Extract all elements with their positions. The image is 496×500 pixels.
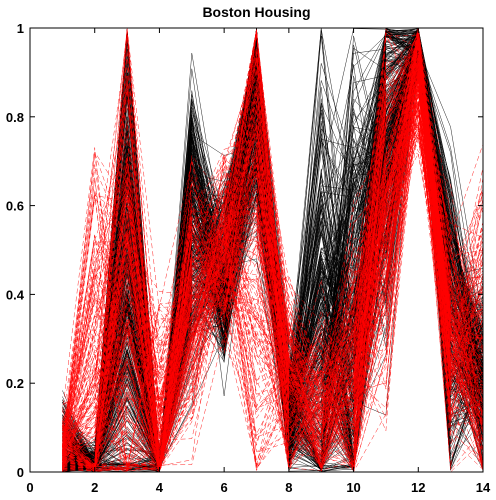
data-line-dashed — [62, 28, 484, 464]
chart-title: Boston Housing — [202, 4, 310, 20]
data-line-dashed — [62, 66, 484, 469]
data-line-dashed — [62, 70, 484, 472]
x-tick-label: 14 — [476, 480, 491, 495]
data-line-dashed — [62, 58, 484, 467]
data-line-dashed — [62, 43, 484, 472]
data-line-dashed — [62, 29, 484, 466]
data-line-dashed — [62, 88, 484, 471]
data-line-dashed — [62, 124, 484, 471]
data-line-dashed — [62, 92, 484, 469]
data-line-dashed — [62, 74, 484, 470]
data-line-dashed — [62, 69, 484, 468]
y-tick-label: 0 — [17, 465, 24, 480]
data-line-dashed — [62, 41, 484, 470]
data-line-dashed — [62, 103, 484, 472]
data-line-dashed — [62, 62, 484, 470]
data-line-dashed — [62, 76, 484, 467]
data-line-dashed — [62, 34, 484, 472]
data-line-dashed — [62, 62, 484, 465]
data-line-dashed — [62, 28, 484, 465]
data-line-dashed — [62, 87, 484, 435]
data-line-dashed — [62, 88, 484, 472]
data-line-dashed — [62, 27, 484, 472]
data-line-dashed — [62, 34, 484, 472]
data-line-dashed — [62, 33, 484, 472]
data-line-dashed — [62, 46, 484, 469]
data-line-dashed — [62, 102, 484, 466]
y-axis-ticks: 0 0.2 0.4 0.6 0.8 1 — [6, 21, 483, 480]
data-line-dashed — [62, 70, 484, 472]
x-tick-label: 6 — [221, 480, 228, 495]
y-tick-label: 0.2 — [6, 376, 24, 391]
data-line-dashed — [62, 68, 484, 462]
data-line-dashed — [62, 32, 484, 473]
data-line-dashed — [62, 70, 484, 471]
data-line-dashed — [62, 29, 484, 446]
y-tick-label: 1 — [17, 21, 24, 36]
data-line-dashed — [62, 71, 484, 470]
data-line-dashed — [62, 126, 484, 472]
x-tick-label: 0 — [26, 480, 33, 495]
axes-box — [29, 27, 484, 473]
data-line-dashed — [62, 58, 484, 471]
data-line-dashed — [62, 78, 484, 472]
data-line-dashed — [62, 38, 484, 470]
data-line-dashed — [62, 57, 484, 472]
x-tick-label: 4 — [156, 480, 164, 495]
data-line-dashed — [62, 45, 484, 471]
y-tick-label: 0.4 — [6, 287, 25, 302]
data-line-dashed — [62, 78, 484, 466]
data-line-dashed — [62, 34, 484, 467]
data-line-dashed — [62, 35, 484, 472]
data-line-dashed — [62, 31, 484, 472]
data-line-dashed — [62, 42, 484, 472]
data-line-dashed — [62, 112, 484, 469]
data-line-dashed — [62, 133, 484, 469]
x-tick-label: 2 — [91, 480, 98, 495]
x-axis-ticks: 0 2 4 6 8 10 12 14 — [26, 28, 491, 495]
x-tick-label: 8 — [285, 480, 292, 495]
data-line-dashed — [62, 122, 484, 473]
data-line-dashed — [62, 32, 484, 472]
data-line-dashed — [62, 76, 484, 470]
data-line-dashed — [62, 104, 484, 468]
data-line-dashed — [62, 49, 484, 469]
x-tick-label: 12 — [411, 480, 425, 495]
data-line-dashed — [62, 101, 484, 457]
data-line-dashed — [62, 94, 484, 458]
data-line-dashed — [62, 69, 484, 469]
data-line-dashed — [62, 33, 484, 469]
data-line-dashed — [62, 33, 484, 473]
data-line-dashed — [62, 38, 484, 465]
y-tick-label: 0.6 — [6, 199, 24, 214]
data-line-dashed — [62, 106, 484, 466]
data-line-dashed — [62, 54, 484, 472]
data-line-dashed — [62, 81, 484, 462]
data-line-dashed — [62, 59, 484, 466]
data-lines — [62, 27, 484, 473]
data-line-dashed — [62, 121, 484, 466]
data-line-dashed — [62, 35, 484, 472]
y-tick-label: 0.8 — [6, 110, 24, 125]
data-line-dashed — [62, 38, 484, 468]
x-tick-label: 10 — [346, 480, 360, 495]
